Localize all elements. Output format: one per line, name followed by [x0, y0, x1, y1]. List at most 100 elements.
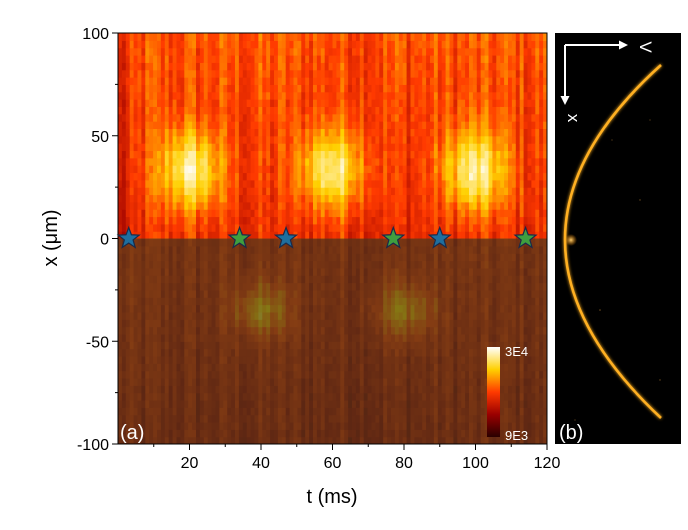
heatmap-cell [211, 55, 217, 63]
heatmap-cell [387, 150, 392, 159]
heatmap-cell [227, 69, 232, 78]
heatmap-cell [196, 216, 201, 225]
heatmap-cell [141, 128, 146, 137]
heatmap-cell [153, 179, 158, 188]
heatmap-cell [211, 150, 217, 159]
heatmap-cell [254, 113, 259, 122]
heatmap-cell [324, 157, 330, 166]
heatmap-cell [426, 201, 431, 210]
heatmap-cell [359, 143, 365, 152]
heatmap-cell [168, 84, 174, 93]
heatmap-cell [270, 99, 275, 107]
heatmap-cell [433, 62, 439, 71]
heatmap-cell [301, 33, 306, 41]
heatmap-cell [344, 40, 349, 49]
heatmap-cell [207, 40, 213, 49]
heatmap-cell [242, 91, 248, 100]
heatmap-cell [207, 172, 213, 181]
heatmap-cell [449, 150, 454, 159]
heatmap-cell [453, 165, 458, 174]
heatmap-cell [289, 106, 295, 115]
heatmap-cell [352, 99, 357, 107]
heatmap-cell [196, 113, 201, 122]
heatmap-cell [375, 106, 380, 115]
heatmap-cell [336, 157, 341, 166]
heatmap-cell [153, 157, 158, 166]
heatmap-cell [383, 33, 388, 41]
heatmap-cell [379, 113, 384, 122]
heatmap-cell [352, 91, 357, 100]
heatmap-cell [289, 223, 295, 232]
heatmap-cell [379, 106, 384, 115]
heatmap-cell [398, 113, 404, 122]
heatmap-cell [414, 209, 419, 218]
heatmap-cell [313, 84, 318, 93]
heatmap-cell [196, 47, 201, 56]
heatmap-cell [418, 201, 423, 210]
heatmap-cell [457, 62, 462, 71]
heatmap-cell [277, 62, 283, 71]
heatmap-cell [430, 55, 435, 63]
heatmap-cell [426, 179, 431, 188]
heatmap-cell [336, 216, 341, 225]
heatmap-cell [324, 194, 330, 203]
heatmap-cell [281, 179, 287, 188]
heatmap-cell [301, 55, 306, 63]
heatmap-cell [215, 40, 220, 49]
heatmap-cell [172, 135, 178, 144]
heatmap-cell [336, 165, 341, 174]
heatmap-cell [457, 99, 462, 107]
heatmap-cell [168, 223, 174, 232]
heatmap-cell [266, 55, 271, 63]
heatmap-cell [203, 62, 209, 71]
heatmap-cell [231, 209, 236, 218]
heatmap-cell [137, 84, 142, 93]
heatmap-cell [406, 135, 412, 144]
heatmap-cell [277, 77, 283, 85]
heatmap-cell [398, 69, 404, 78]
heatmap-cell [172, 216, 178, 225]
heatmap-cell [352, 157, 357, 166]
heatmap-cell [188, 201, 193, 210]
heatmap-cell [305, 69, 310, 78]
heatmap-cell [430, 106, 435, 115]
heatmap-cell [457, 113, 462, 122]
heatmap-cell [375, 40, 380, 49]
heatmap-cell [430, 216, 435, 225]
heatmap-cell [172, 157, 178, 166]
heatmap-cell [414, 128, 419, 137]
heatmap-cell [453, 201, 458, 210]
heatmap-cell [437, 40, 443, 49]
heatmap-cell [359, 62, 365, 71]
heatmap-cell [289, 209, 295, 218]
heatmap-cell [231, 55, 236, 63]
heatmap-cell [328, 194, 334, 203]
heatmap-cell [344, 150, 349, 159]
heatmap-cell [274, 47, 279, 56]
heatmap-cell [223, 143, 228, 152]
heatmap-cell [410, 187, 415, 196]
heatmap-cell [227, 187, 232, 196]
heatmap-cell [266, 165, 271, 174]
heatmap-cell [394, 77, 400, 85]
heatmap-cell [211, 165, 217, 174]
heatmap-cell [328, 150, 334, 159]
heatmap-cell [426, 231, 431, 240]
heatmap-cell [238, 91, 244, 100]
heatmap-cell [266, 62, 271, 71]
heatmap-cell [437, 77, 443, 85]
heatmap-cell [391, 194, 396, 203]
heatmap-cell [426, 55, 431, 63]
heatmap-cell [242, 172, 248, 181]
heatmap-cell [180, 157, 185, 166]
heatmap-cell [344, 179, 349, 188]
heatmap-cell [160, 135, 166, 144]
heatmap-cell [184, 135, 189, 144]
heatmap-cell [125, 106, 131, 115]
heatmap-cell [418, 55, 423, 63]
heatmap-cell [164, 33, 170, 41]
heatmap-cell [449, 187, 454, 196]
heatmap-cell [375, 157, 380, 166]
heatmap-cell [211, 106, 217, 115]
heatmap-cell [211, 69, 217, 78]
